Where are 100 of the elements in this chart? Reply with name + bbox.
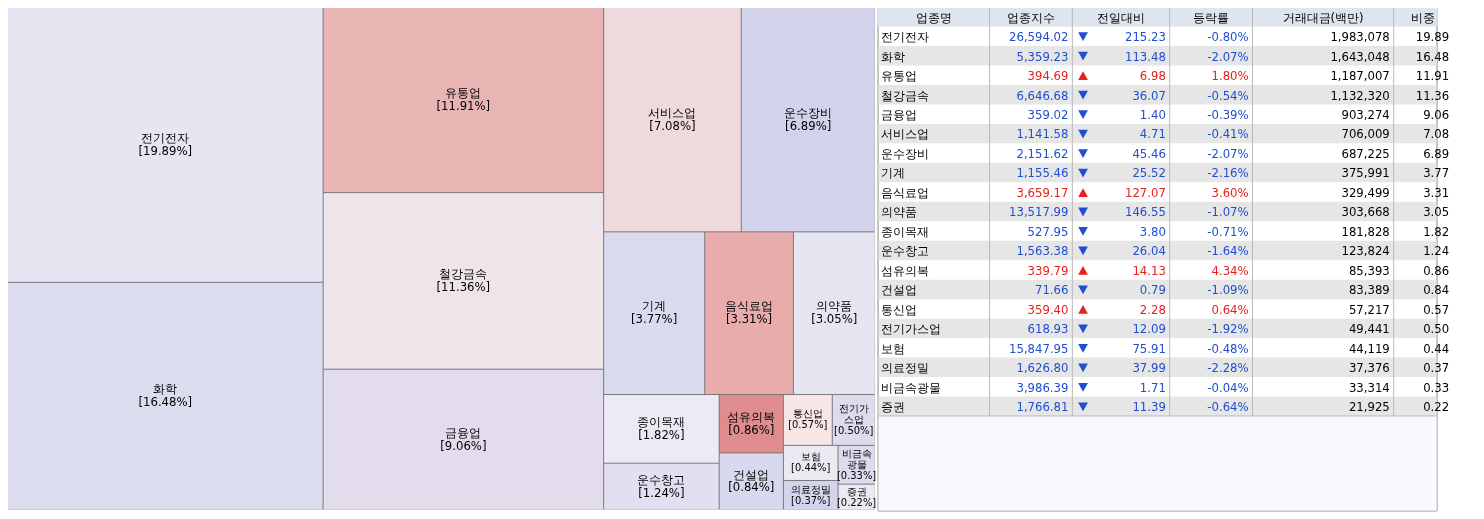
data-label: [6.89%] bbox=[785, 118, 832, 133]
data-label: 4.71 bbox=[1139, 127, 1166, 142]
data-label: -0.54% bbox=[1207, 88, 1249, 103]
data-label: 33,314 bbox=[1348, 380, 1390, 395]
data-label: 11.36 bbox=[1415, 88, 1450, 103]
data-label: -2.07% bbox=[1207, 146, 1249, 161]
data-label: 0.79 bbox=[1139, 283, 1166, 298]
data-label: 3.60% bbox=[1211, 185, 1249, 200]
data-label: 903,274 bbox=[1341, 108, 1390, 123]
data-label: 45.46 bbox=[1132, 146, 1166, 161]
data-label: -0.48% bbox=[1207, 341, 1249, 356]
data-label: 181,828 bbox=[1341, 224, 1390, 239]
category-label: 음식료업 bbox=[881, 185, 930, 200]
data-label: 0.84 bbox=[1423, 283, 1450, 298]
data-label: 7.08 bbox=[1423, 127, 1450, 142]
data-label: 1.24 bbox=[1423, 244, 1450, 259]
data-label: 527.95 bbox=[1027, 224, 1069, 239]
data-label: -1.07% bbox=[1207, 205, 1249, 220]
data-label: 1.80% bbox=[1211, 69, 1249, 84]
data-label: 146.55 bbox=[1124, 205, 1166, 220]
data-label: -2.07% bbox=[1207, 49, 1249, 64]
data-label: [0.57%] bbox=[788, 419, 828, 431]
category-label: 증권 bbox=[881, 400, 906, 415]
data-label: 13,517.99 bbox=[1009, 205, 1069, 220]
data-label: [3.05%] bbox=[811, 312, 858, 327]
category-label: 유통업 bbox=[881, 69, 918, 84]
data-label: 1,563.38 bbox=[1016, 244, 1069, 259]
category-label: 섬유의복 bbox=[727, 409, 776, 424]
data-label: [1.82%] bbox=[638, 427, 685, 442]
data-label: 706,009 bbox=[1341, 127, 1390, 142]
category-label: 음식료업 bbox=[725, 299, 774, 314]
category-label: 의약품 bbox=[881, 205, 918, 220]
data-label: 1,626.80 bbox=[1016, 361, 1069, 376]
category-label: 비금속광물 bbox=[841, 447, 872, 470]
data-label: 75.91 bbox=[1132, 341, 1166, 356]
category-label: 화학 bbox=[881, 49, 906, 64]
category-label: 의료정밀 bbox=[790, 483, 831, 495]
data-label: [3.77%] bbox=[631, 312, 678, 327]
data-label: [0.50%] bbox=[834, 424, 874, 436]
data-label: -0.71% bbox=[1207, 224, 1249, 239]
data-label: 687,225 bbox=[1341, 146, 1390, 161]
data-label: 5,359.23 bbox=[1016, 49, 1069, 64]
data-label: 1,643,048 bbox=[1330, 49, 1390, 64]
data-label: 37,376 bbox=[1348, 361, 1390, 376]
data-label: 3,659.17 bbox=[1016, 185, 1069, 200]
data-label: 0.50 bbox=[1423, 322, 1450, 337]
category-label: 종이목재 bbox=[881, 224, 930, 239]
data-label: 1,766.81 bbox=[1016, 400, 1069, 415]
data-label: 9.06 bbox=[1423, 108, 1450, 123]
data-label: 57,217 bbox=[1348, 302, 1390, 317]
category-label: 전기전자 bbox=[881, 30, 930, 45]
text: 업종명 bbox=[915, 10, 952, 25]
data-label: -1.64% bbox=[1207, 244, 1249, 259]
data-label: -0.80% bbox=[1207, 30, 1249, 45]
data-label: 1,983,078 bbox=[1330, 30, 1390, 45]
category-label: 화학 bbox=[153, 382, 178, 397]
category-label: 전기가스업 bbox=[838, 403, 869, 425]
data-label: 19.89 bbox=[1415, 30, 1450, 45]
data-label: [11.91%] bbox=[436, 99, 491, 113]
data-label: 83,389 bbox=[1348, 283, 1390, 298]
data-label: 303,668 bbox=[1341, 205, 1390, 220]
data-label: 375,991 bbox=[1341, 166, 1390, 181]
category-label: 철강금속 bbox=[881, 88, 930, 103]
legend-label: 거래대금(백만) bbox=[1282, 10, 1364, 25]
data-label: 123,824 bbox=[1341, 244, 1390, 259]
data-label: 339.79 bbox=[1027, 263, 1069, 278]
text: 업종지수 bbox=[1006, 10, 1055, 25]
data-label: 1,132,320 bbox=[1330, 88, 1390, 103]
data-label: 0.22 bbox=[1423, 400, 1450, 415]
category-label: 유통업 bbox=[445, 86, 482, 101]
category-label: 종이목재 bbox=[637, 414, 686, 429]
data-label: [0.37%] bbox=[791, 494, 831, 506]
data-label: 37.99 bbox=[1132, 361, 1166, 376]
data-label: 14.13 bbox=[1132, 263, 1166, 278]
category-label: 건설업 bbox=[733, 467, 770, 482]
data-label: [3.31%] bbox=[725, 312, 773, 327]
data-label: -0.64% bbox=[1207, 400, 1249, 415]
data-label: 2,151.62 bbox=[1016, 146, 1069, 161]
data-label: 11.91 bbox=[1415, 69, 1450, 84]
data-label: 2.28 bbox=[1139, 302, 1166, 317]
data-label: 26,594.02 bbox=[1009, 30, 1069, 45]
data-label: [19.89%] bbox=[138, 143, 193, 158]
category-label: 서비스업 bbox=[648, 105, 697, 120]
data-label: 3.31 bbox=[1423, 185, 1450, 200]
category-label: 의료정밀 bbox=[881, 361, 930, 376]
text: 전일대비 bbox=[1097, 10, 1146, 25]
category-label: 보험 bbox=[881, 341, 906, 356]
category-label: 운수창고 bbox=[881, 244, 930, 259]
data-label: 1.40 bbox=[1139, 108, 1166, 123]
data-label: 127.07 bbox=[1124, 185, 1166, 200]
data-label: 26.04 bbox=[1132, 244, 1166, 259]
category-label: 기계 bbox=[881, 166, 906, 181]
data-label: [0.22%] bbox=[836, 496, 877, 508]
data-label: 21,925 bbox=[1348, 400, 1390, 415]
data-label: 6.89 bbox=[1423, 146, 1450, 161]
category-label: 증권 bbox=[846, 485, 867, 497]
category-label: 금융업 bbox=[881, 108, 918, 123]
data-label: 215.23 bbox=[1124, 30, 1166, 45]
data-label: 0.86 bbox=[1423, 263, 1450, 278]
data-label: 0.64% bbox=[1211, 302, 1249, 317]
